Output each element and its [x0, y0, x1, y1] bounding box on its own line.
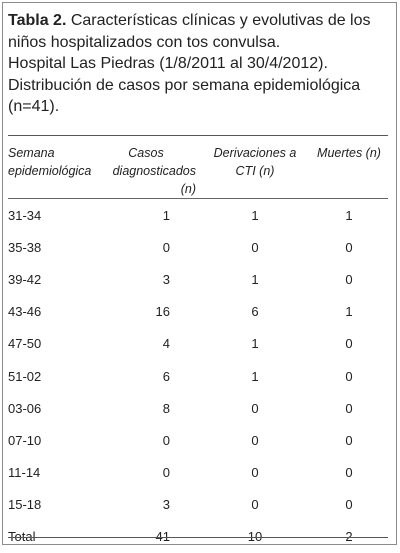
cell-muertes: 1 [310, 296, 388, 328]
cell-muertes: 0 [310, 231, 388, 263]
cell-casos: 3 [96, 489, 200, 521]
cell-derivaciones: 1 [200, 328, 310, 360]
cell-semana: 15-18 [8, 489, 96, 521]
caption-line-1: Tabla 2. Características clínicas y evol… [8, 10, 388, 32]
cell-muertes: 1 [310, 199, 388, 232]
header-muertes-line-1: Muertes (n) [317, 146, 381, 160]
header-muertes: Muertes (n) [310, 138, 388, 199]
cell-semana: 35-38 [8, 231, 96, 263]
cell-casos: 1 [96, 199, 200, 232]
caption-line-2: niños hospitalizados con tos convulsa. [8, 32, 388, 54]
cell-casos: 0 [96, 457, 200, 489]
header-casos: Casos diagnosticados (n) [96, 138, 200, 199]
cell-semana: 43-46 [8, 296, 96, 328]
header-semana-line-1: Semana [8, 146, 55, 160]
cell-muertes: 0 [310, 328, 388, 360]
caption-label: Tabla 2. [8, 12, 66, 29]
cell-muertes: 0 [310, 263, 388, 295]
header-semana-line-2: epidemiológica [8, 164, 91, 178]
cell-casos: 8 [96, 392, 200, 424]
cell-muertes: 0 [310, 489, 388, 521]
cell-derivaciones: 0 [200, 457, 310, 489]
cell-derivaciones: 1 [200, 199, 310, 232]
cell-semana: 39-42 [8, 263, 96, 295]
header-derivaciones: Derivaciones a CTI (n) [200, 138, 310, 199]
cell-casos: 0 [96, 424, 200, 456]
header-derivaciones-line-1: Derivaciones a [214, 146, 297, 160]
cell-semana: 07-10 [8, 424, 96, 456]
cell-casos: 3 [96, 263, 200, 295]
cell-muertes: 0 [310, 457, 388, 489]
cell-muertes: 0 [310, 392, 388, 424]
cell-derivaciones: 1 [200, 360, 310, 392]
cell-derivaciones: 0 [200, 231, 310, 263]
table-bottom-rule [8, 537, 388, 538]
cell-derivaciones: 1 [200, 263, 310, 295]
cell-derivaciones: 6 [200, 296, 310, 328]
cell-derivaciones: 0 [200, 424, 310, 456]
table-caption: Tabla 2. Características clínicas y evol… [8, 10, 388, 118]
header-casos-line-1: Casos [96, 144, 196, 162]
cell-muertes: 0 [310, 360, 388, 392]
table-header-row: Semana epidemiológica Casos diagnosticad… [8, 138, 388, 199]
cell-casos: 6 [96, 360, 200, 392]
cell-muertes: 0 [310, 424, 388, 456]
caption-title-start: Características clínicas y evolutivas de… [66, 12, 370, 29]
caption-line-5: (n=41). [8, 96, 388, 118]
cell-semana: 47-50 [8, 328, 96, 360]
cell-semana: 11-14 [8, 457, 96, 489]
data-table: Semana epidemiológica Casos diagnosticad… [8, 138, 388, 553]
caption-line-4: Distribución de casos por semana epidemi… [8, 75, 388, 97]
cell-semana: 51-02 [8, 360, 96, 392]
header-casos-line-2: diagnosticados (n) [113, 164, 196, 196]
caption-line-3: Hospital Las Piedras (1/8/2011 al 30/4/2… [8, 53, 388, 75]
cell-casos: 16 [96, 296, 200, 328]
header-semana: Semana epidemiológica [8, 138, 96, 199]
table-top-rule [8, 135, 388, 136]
header-derivaciones-line-2: CTI (n) [236, 164, 275, 178]
cell-derivaciones: 0 [200, 392, 310, 424]
cell-derivaciones: 0 [200, 489, 310, 521]
cell-semana: 03-06 [8, 392, 96, 424]
cell-semana: 31-34 [8, 199, 96, 232]
cell-casos: 0 [96, 231, 200, 263]
cell-casos: 4 [96, 328, 200, 360]
